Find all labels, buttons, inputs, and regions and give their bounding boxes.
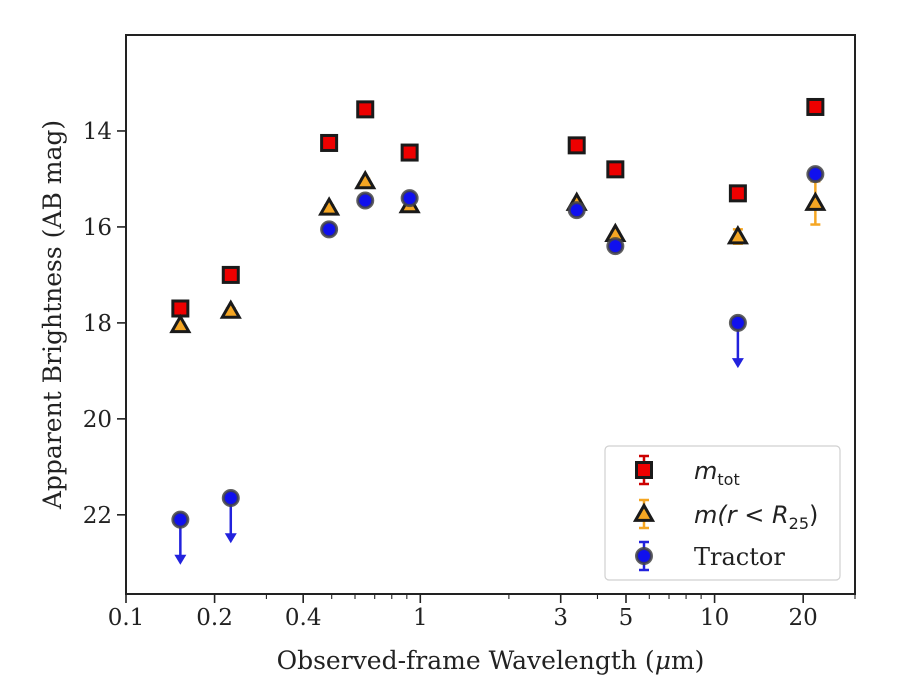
legend-box (604, 445, 841, 581)
x-tick-label-1: 0.2 (196, 605, 233, 631)
x-axis-label: Observed-frame Wavelength (μm) (277, 646, 705, 675)
legend: mtot m(r < R25) Tractor (604, 445, 841, 581)
y-tick-label-1: 16 (83, 215, 112, 241)
mr25-point-3 (354, 169, 377, 190)
legend-label-mr25: m(r < R25) (694, 501, 818, 533)
mr25-point-1 (219, 299, 242, 319)
mtot-point-6 (606, 160, 625, 179)
x-axis-label-part-1: Observed-frame Wavelength ( (277, 646, 655, 675)
y-tick-label-4: 22 (83, 503, 112, 529)
tractor-point-6 (606, 237, 625, 256)
mr25-point-2 (318, 196, 341, 216)
legend-label-mr25-sub: 25 (789, 514, 809, 533)
tractor-limit-arrow-1 (224, 533, 237, 544)
series-mr25 (169, 169, 827, 334)
mtot-point-8 (806, 97, 825, 116)
mtot-point-2 (320, 133, 339, 152)
tractor-point-3 (356, 191, 375, 210)
legend-marker-tractor (635, 547, 653, 565)
x-tick-label-0: 0.1 (108, 605, 145, 631)
legend-label-mtot: mtot (694, 457, 740, 489)
legend-label-tractor-name: Tractor (694, 543, 785, 571)
x-axis-label-mu: μ (655, 646, 671, 675)
tractor-limit-arrow-7 (731, 358, 744, 369)
y-tick-label-0: 14 (83, 119, 112, 145)
plot-frame (125, 34, 856, 595)
mtot-point-4 (400, 143, 419, 162)
tractor-point-2 (320, 220, 339, 239)
legend-label-tractor: Tractor (694, 543, 785, 571)
y-tick-label-2: 18 (83, 311, 112, 337)
legend-marker-mtot (635, 461, 653, 479)
tractor-point-8 (806, 165, 825, 184)
series-tractor (171, 165, 825, 565)
mtot-point-1 (221, 265, 240, 284)
mr25-point-0 (169, 313, 192, 334)
mr25-point-7 (726, 225, 749, 245)
tractor-limit-arrow-0 (174, 554, 187, 565)
x-tick-label-7: 20 (789, 605, 818, 631)
tractor-point-5 (567, 201, 586, 220)
mtot-point-0 (171, 299, 190, 318)
tractor-point-7 (728, 313, 747, 332)
legend-marker-mr25 (632, 502, 656, 522)
x-axis-label-part-2: m) (671, 646, 704, 675)
x-tick-label-6: 10 (700, 605, 729, 631)
axis-ticks: 0.1 0.2 0.4 1 3 5 10 20 14 16 18 20 22 (83, 119, 856, 631)
mtot-point-5 (567, 136, 586, 155)
legend-label-mtot-main: m (694, 457, 717, 485)
legend-label-mr25-end: ) (809, 501, 818, 529)
mtot-point-3 (356, 100, 375, 119)
tractor-point-1 (221, 489, 240, 508)
legend-label-mtot-sub: tot (717, 470, 739, 489)
x-tick-label-5: 5 (619, 605, 634, 631)
data-points (169, 97, 827, 565)
mr25-point-8 (804, 191, 827, 211)
tractor-point-0 (171, 510, 190, 529)
y-tick-label-3: 20 (83, 407, 112, 433)
mtot-point-7 (728, 184, 747, 203)
tractor-point-4 (400, 189, 419, 208)
y-axis-label: Apparent Brightness (AB mag) (38, 120, 67, 510)
x-tick-label-4: 3 (553, 605, 568, 631)
x-tick-label-3: 1 (413, 605, 428, 631)
x-tick-label-2: 0.4 (285, 605, 322, 631)
legend-label-mr25-main: m(r < R (694, 501, 789, 529)
series-mtot (171, 97, 825, 318)
